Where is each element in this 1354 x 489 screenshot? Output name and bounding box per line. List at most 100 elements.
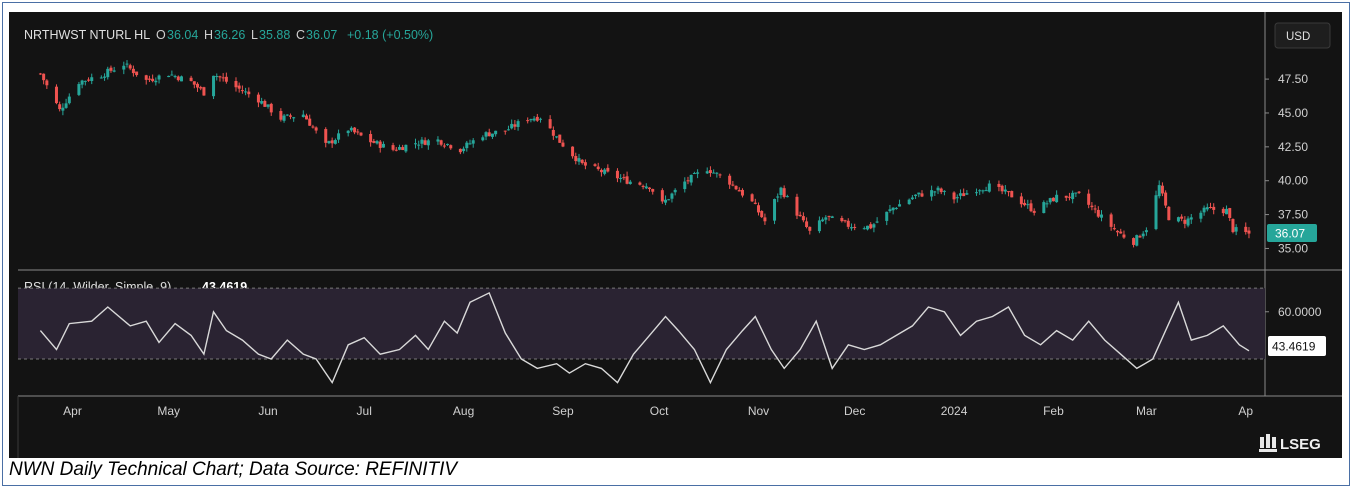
- candle-body: [849, 227, 853, 229]
- candle-body: [494, 130, 498, 135]
- candle-body: [80, 80, 84, 85]
- price-axis-ticks: 47.50 45.00 42.50 40.00 37.50 35.00: [1265, 72, 1308, 255]
- candle-body: [734, 185, 738, 190]
- candle-body: [189, 77, 193, 81]
- candle-body: [843, 220, 847, 222]
- candle-body: [157, 75, 161, 80]
- candle-body: [875, 221, 879, 223]
- candle-body: [490, 133, 494, 137]
- chart-panel: NRTHWST NTURL HL O 36.04 H 36.26 L 35.88…: [9, 12, 1342, 458]
- candle-body: [1183, 219, 1187, 224]
- candle-body: [548, 119, 552, 129]
- candle-body: [218, 76, 222, 78]
- candle-body: [827, 215, 831, 217]
- candle-body: [369, 134, 373, 143]
- candle-body: [1138, 236, 1142, 238]
- time-tick-label: Apr: [63, 404, 82, 418]
- high-label: H: [204, 28, 213, 42]
- candle-body: [1055, 194, 1059, 203]
- candle-body: [933, 191, 937, 193]
- candle-body: [715, 172, 719, 174]
- candle-body: [1122, 234, 1126, 238]
- candle-body: [417, 144, 421, 146]
- change-value: +0.18 (+0.50%): [347, 28, 433, 42]
- candle-body: [442, 145, 446, 147]
- candle-body: [571, 146, 575, 157]
- candle-body: [1209, 207, 1213, 209]
- candle-body: [77, 84, 81, 95]
- candle-body: [907, 199, 911, 205]
- candle-body: [375, 141, 379, 144]
- price-tick-label: 45.00: [1278, 106, 1308, 120]
- rsi-band: [18, 288, 1265, 359]
- candle-body: [1228, 208, 1232, 218]
- candle-body: [462, 148, 466, 152]
- candle-body: [952, 192, 956, 200]
- price-tick-label: 40.00: [1278, 174, 1308, 188]
- candle-body: [615, 170, 619, 179]
- lseg-wordmark: LSEG: [1280, 436, 1321, 453]
- currency-button[interactable]: [1274, 22, 1331, 49]
- time-axis-ticks: Apr May Jun Jul Aug Sep Oct Nov Dec 2024 Feb Mar Ap: [63, 404, 1253, 418]
- candle-body: [757, 205, 761, 213]
- candle-body: [997, 183, 1001, 187]
- candle-body: [103, 76, 107, 78]
- candle-body: [801, 216, 805, 221]
- candle-body: [266, 104, 270, 107]
- candle-body: [872, 224, 876, 228]
- candle-body: [446, 143, 450, 145]
- candle-body: [689, 174, 693, 183]
- candle-body: [192, 81, 196, 85]
- candle-body: [1199, 212, 1203, 219]
- candle-body: [670, 193, 674, 199]
- candle-body: [510, 123, 514, 129]
- candle-body: [311, 126, 315, 128]
- candle-body: [1042, 202, 1046, 214]
- last-price-tag: [1267, 224, 1317, 242]
- candle-body: [1119, 231, 1123, 234]
- candle-body: [333, 140, 337, 144]
- candle-body: [885, 211, 889, 221]
- candle-body: [292, 117, 296, 119]
- candle-body: [64, 103, 68, 108]
- candle-body: [1180, 216, 1184, 219]
- candle-body: [535, 116, 539, 121]
- time-tick-label: Oct: [650, 404, 669, 418]
- candle-body: [484, 132, 488, 137]
- candle-body: [99, 77, 103, 79]
- rsi-value-tag: [1268, 336, 1326, 356]
- candle-body: [891, 207, 895, 211]
- candle-body: [1116, 230, 1120, 233]
- candle-body: [532, 118, 536, 121]
- candle-body: [619, 177, 623, 179]
- price-tick-label: 37.50: [1278, 208, 1308, 222]
- candle-body: [109, 67, 113, 71]
- candle-body: [1029, 203, 1033, 212]
- lseg-crest-icon: [1259, 434, 1277, 452]
- candle-body: [1071, 192, 1075, 200]
- candle-body: [154, 80, 158, 83]
- candle-body: [1064, 195, 1068, 198]
- candle-body: [1032, 210, 1036, 213]
- candle-body: [737, 190, 741, 192]
- candle-body: [606, 167, 610, 172]
- candle-body: [1154, 195, 1158, 230]
- candle-body: [449, 145, 453, 149]
- candle-body: [125, 63, 129, 65]
- candle-body: [305, 115, 309, 120]
- candle-body: [199, 87, 203, 89]
- candle-body: [580, 159, 584, 164]
- candle-body: [234, 81, 238, 88]
- candle-body: [42, 73, 46, 81]
- candle-body: [144, 75, 148, 80]
- price-tick-label: 35.00: [1278, 241, 1308, 255]
- low-value: 35.88: [259, 28, 290, 42]
- candle-body: [574, 156, 578, 162]
- candle-body: [667, 199, 671, 201]
- candle-body: [776, 196, 780, 198]
- candle-body: [128, 65, 132, 69]
- price-tick-label: 47.50: [1278, 72, 1308, 86]
- candle-body: [824, 217, 828, 220]
- candle-body: [378, 141, 382, 148]
- candle-body: [240, 90, 244, 92]
